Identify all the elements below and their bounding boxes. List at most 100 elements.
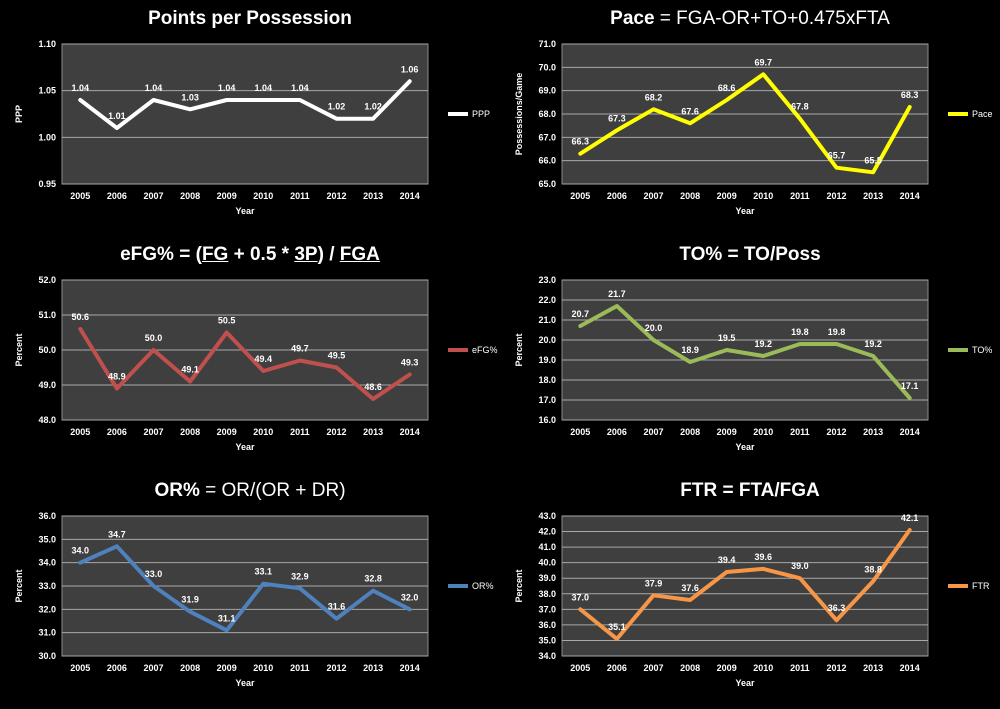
data-label: 42.1 — [901, 513, 919, 523]
series-line — [578, 304, 912, 400]
x-axis-label: Year — [235, 442, 255, 452]
x-tick-label: 2014 — [400, 663, 420, 673]
data-label: 67.6 — [681, 106, 699, 116]
data-label: 21.7 — [608, 289, 626, 299]
chart-svg: 16.0 17.0 18.0 19.0 20.0 21.0 22.0 23.0 2005 2006… — [514, 275, 992, 452]
y-tick-label: 48.0 — [38, 415, 56, 425]
x-tick-label: 2007 — [143, 191, 163, 201]
y-tick-label: 39.0 — [538, 573, 556, 583]
chart-title-part: FTR = FTA/FGA — [680, 480, 820, 501]
y-tick-label: 31.0 — [38, 628, 56, 638]
chart-title: Pace = FGA-OR+TO+0.475xFTA — [500, 8, 1000, 30]
chart-title-part: Pace — [610, 8, 655, 29]
legend-label: FTR — [972, 581, 990, 591]
data-label: 19.2 — [755, 339, 773, 349]
data-label: 1.04 — [291, 83, 309, 93]
x-tick-label: 2007 — [643, 663, 663, 673]
chart-svg: 30.0 31.0 32.0 33.0 34.0 35.0 36.0 2005 2006 2007… — [14, 511, 494, 688]
x-tick-label: 2007 — [643, 191, 663, 201]
data-label: 37.0 — [572, 592, 590, 602]
data-label: 1.04 — [255, 83, 273, 93]
data-label: 31.1 — [218, 613, 236, 623]
y-tick-label: 36.0 — [538, 620, 556, 630]
data-label: 37.6 — [681, 583, 699, 593]
data-label: 67.8 — [791, 102, 809, 112]
x-tick-label: 2009 — [717, 663, 737, 673]
x-tick-label: 2006 — [107, 663, 127, 673]
legend-label: TO% — [972, 345, 992, 355]
data-label: 19.2 — [864, 339, 882, 349]
data-label: 1.02 — [364, 102, 382, 112]
y-axis-label: Possessions/Game — [514, 73, 524, 156]
data-label: 18.9 — [681, 345, 699, 355]
plot-area — [61, 43, 429, 185]
data-label: 65.7 — [828, 151, 846, 161]
y-tick-label: 17.0 — [538, 395, 556, 405]
y-tick-label: 67.0 — [538, 132, 556, 142]
x-tick-label: 2014 — [400, 191, 420, 201]
x-axis-label: Year — [735, 206, 755, 216]
data-label: 49.7 — [291, 344, 309, 354]
x-tick-label: 2005 — [70, 427, 90, 437]
chart-svg: 0.95 1.00 1.05 1.10 2005 2006 2007 2008 2009 2010… — [14, 39, 490, 216]
x-tick-label: 2012 — [326, 663, 346, 673]
y-tick-label: 42.0 — [538, 527, 556, 537]
y-tick-label: 1.10 — [38, 39, 56, 49]
chart-title-part: eFG% = ( — [120, 244, 202, 265]
y-tick-label: 19.0 — [538, 355, 556, 365]
chart-panel-or: OR% = OR/(OR + DR) 30.0 31.0 32.0 33.0 34.0 3… — [0, 472, 500, 708]
legend-label: PPP — [472, 109, 490, 119]
chart-svg: 48.0 49.0 50.0 51.0 52.0 2005 2006 2007 2008 2009… — [14, 275, 498, 452]
x-tick-label: 2008 — [680, 427, 700, 437]
chart-title: eFG% = (FG + 0.5 * 3P) / FGA — [0, 244, 500, 266]
y-tick-label: 32.0 — [38, 604, 56, 614]
data-label: 65.5 — [864, 155, 882, 165]
data-label: 36.3 — [828, 603, 846, 613]
x-tick-label: 2010 — [753, 663, 773, 673]
chart-panel-pace: Pace = FGA-OR+TO+0.475xFTA 65.0 66.0 67.0 6… — [500, 0, 1000, 236]
y-tick-label: 30.0 — [38, 651, 56, 661]
data-label: 50.0 — [145, 333, 163, 343]
y-axis-label: Percent — [514, 569, 524, 602]
x-axis-label: Year — [735, 442, 755, 452]
x-tick-label: 2011 — [290, 191, 310, 201]
series-line — [78, 327, 412, 401]
y-tick-label: 0.95 — [38, 179, 56, 189]
data-label: 19.8 — [791, 327, 809, 337]
data-label: 32.9 — [291, 571, 309, 581]
x-tick-label: 2010 — [253, 191, 273, 201]
y-tick-label: 33.0 — [38, 581, 56, 591]
data-label: 39.0 — [791, 561, 809, 571]
data-label: 17.1 — [901, 381, 919, 391]
y-tick-label: 52.0 — [38, 275, 56, 285]
x-tick-label: 2009 — [217, 191, 237, 201]
data-label: 68.3 — [901, 90, 919, 100]
data-label: 49.4 — [255, 354, 273, 364]
x-tick-label: 2011 — [790, 663, 810, 673]
x-tick-label: 2012 — [826, 427, 846, 437]
x-tick-label: 2007 — [143, 427, 163, 437]
chart-title: FTR = FTA/FGA — [500, 480, 1000, 502]
chart-panel-ftr: FTR = FTA/FGA 34.0 35.0 36.0 37.0 38.0 39.0 40… — [500, 472, 1000, 708]
data-label: 33.1 — [255, 567, 273, 577]
data-label: 50.6 — [72, 312, 90, 322]
y-tick-label: 1.05 — [38, 86, 56, 96]
chart-title-part: OR% — [154, 480, 200, 501]
x-tick-label: 2005 — [70, 663, 90, 673]
plot-area — [561, 515, 929, 657]
chart-title: Points per Possession — [0, 8, 500, 30]
data-label: 67.3 — [608, 113, 626, 123]
data-label: 39.6 — [755, 552, 773, 562]
data-label: 34.0 — [72, 546, 90, 556]
y-tick-label: 50.0 — [38, 345, 56, 355]
x-tick-label: 2008 — [180, 663, 200, 673]
data-label: 35.1 — [608, 622, 626, 632]
data-label: 1.01 — [108, 111, 126, 121]
y-axis-label: Percent — [14, 569, 24, 602]
data-label: 38.8 — [864, 564, 882, 574]
x-tick-label: 2008 — [680, 191, 700, 201]
chart-title-part: FG — [201, 244, 229, 265]
y-tick-label: 40.0 — [538, 558, 556, 568]
legend-label: eFG% — [472, 345, 498, 355]
y-tick-label: 41.0 — [538, 542, 556, 552]
